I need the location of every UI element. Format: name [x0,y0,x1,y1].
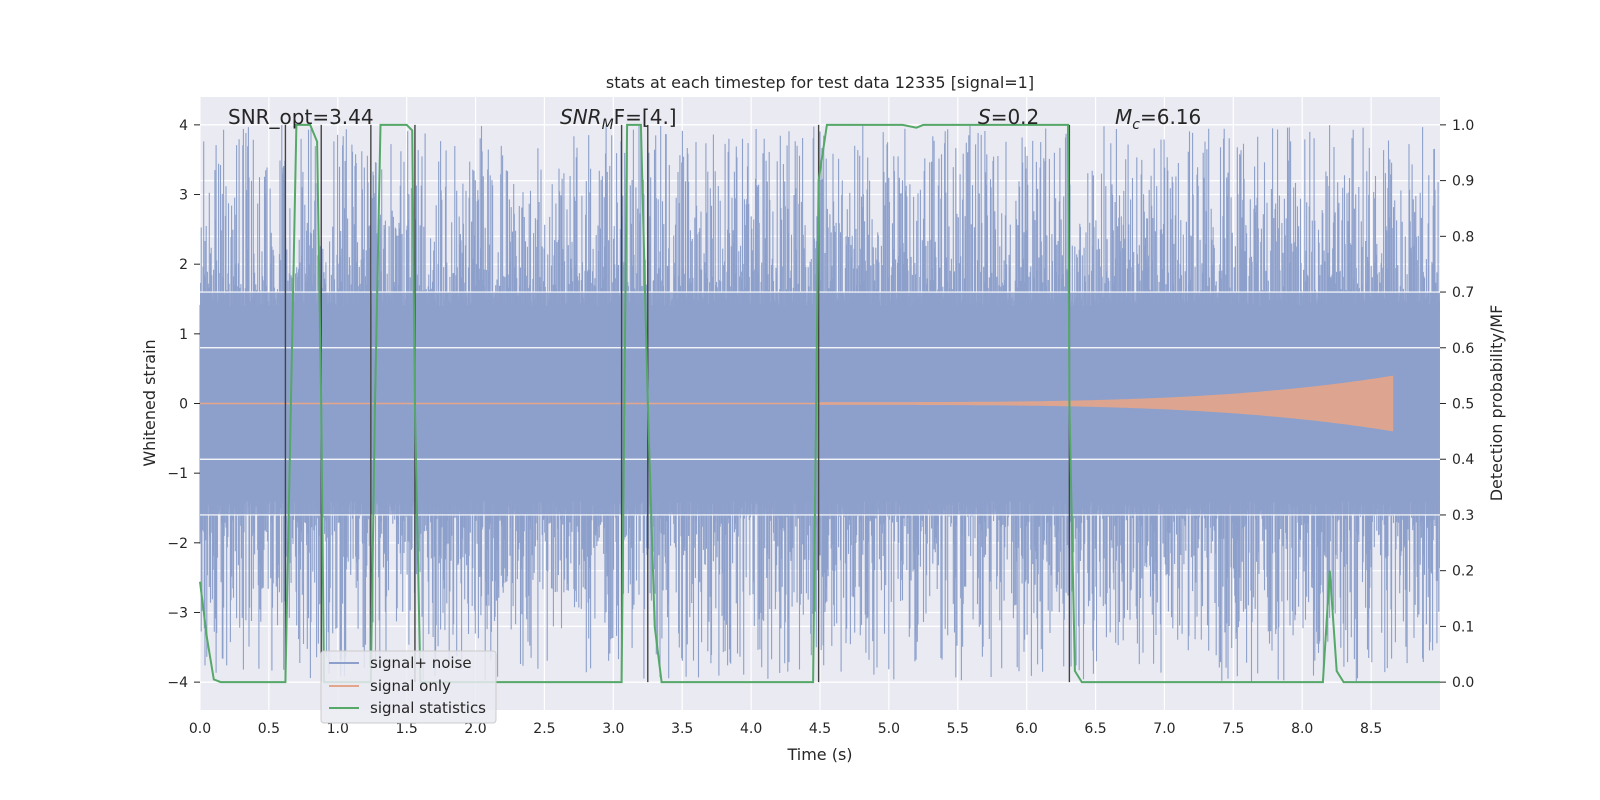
y-left-tick-label: −3 [167,605,188,621]
x-tick-label: 4.0 [740,721,762,737]
y-right-tick-label: 0.4 [1452,452,1474,468]
x-tick-label: 1.0 [327,721,349,737]
s-rest: =0.2 [991,105,1040,129]
x-tick-label: 8.0 [1291,721,1313,737]
y-right-tick-label: 0.6 [1452,341,1474,357]
y-left-tick-label: 3 [179,188,188,204]
snr-mf-rest: F=[4.] [614,105,677,129]
y-right-tick-label: 0.7 [1452,285,1474,301]
x-tick-label: 6.5 [1084,721,1106,737]
x-tick-label: 1.5 [396,721,418,737]
y-right-tick-label: 0.5 [1452,397,1474,413]
mc-sub: c [1132,117,1140,133]
x-tick-label: 4.5 [809,721,831,737]
y-axis-label-right: Detection probability/MF [1487,305,1506,502]
chart-title: stats at each timestep for test data 123… [606,73,1034,92]
y-right-tick-label: 0.1 [1452,619,1474,635]
x-tick-label: 7.5 [1222,721,1244,737]
mc-rest: =6.16 [1140,105,1201,129]
x-axis-label: Time (s) [786,745,852,764]
y-left-tick-label: 4 [179,118,188,134]
x-tick-label: 7.0 [1153,721,1175,737]
signal-statistics-line [199,123,1440,684]
signal-only-envelope [820,375,1394,432]
legend-label-signal-only: signal only [370,677,451,695]
x-tick-label: 3.0 [602,721,624,737]
x-tick-labels: 0.0 0.5 1.0 1.5 2.0 2.5 3.0 3.5 4.0 4.5 5.0 5.5 6.0 6… [189,721,1382,737]
x-tick-label: 2.5 [533,721,555,737]
annotation-snr-mf: SNRMF=[4.] [560,105,677,133]
x-tick-label: 0.0 [189,721,211,737]
y-right-tick-label: 0.8 [1452,229,1474,245]
y-left-tick-label: −4 [167,675,188,691]
legend-label-signal-statistics: signal statistics [370,699,486,717]
annotation-mc: Mc=6.16 [1115,105,1201,133]
y-left-tick-label: −2 [167,536,188,552]
legend-box [320,650,497,724]
x-tick-label: 0.5 [258,721,280,737]
y-axis-label-left: Whitened strain [140,339,159,466]
y-left-tick-label: −1 [167,466,188,482]
snr-mf-sub: M [602,117,614,133]
y-left-tick-label: 2 [179,257,188,273]
x-tick-label: 5.0 [878,721,900,737]
y-right-tick-label: 0.9 [1452,174,1474,190]
annotation-s: S=0.2 [978,105,1039,129]
y-right-tick-label: 0.3 [1452,508,1474,524]
x-tick-label: 2.0 [464,721,486,737]
y-right-tick-label: 1.0 [1452,118,1474,134]
y-right-tick-labels: 0.0 0.1 0.2 0.3 0.4 0.5 0.6 0.7 0.8 0.9 1.0 [1440,118,1474,691]
y-left-tick-labels: −4 −3 −2 −1 0 1 2 3 4 [167,118,200,691]
y-right-tick-label: 0.2 [1452,564,1474,580]
x-tick-label: 5.5 [947,721,969,737]
x-tick-label: 3.5 [671,721,693,737]
x-tick-label: 6.0 [1016,721,1038,737]
x-tick-label: 8.5 [1360,721,1382,737]
y-left-tick-label: 1 [179,327,188,343]
s-base: S [978,105,991,129]
legend: signal+ noise signal only signal statist… [320,650,497,724]
legend-label-signal-noise: signal+ noise [370,654,472,672]
snr-mf-base: SNR [560,105,602,129]
data-layer [199,123,1440,684]
y-right-tick-label: 0.0 [1452,675,1474,691]
mc-base: M [1115,105,1132,129]
annotation-snr-opt: SNR_opt=3.44 [228,105,374,129]
y-left-tick-label: 0 [179,397,188,413]
